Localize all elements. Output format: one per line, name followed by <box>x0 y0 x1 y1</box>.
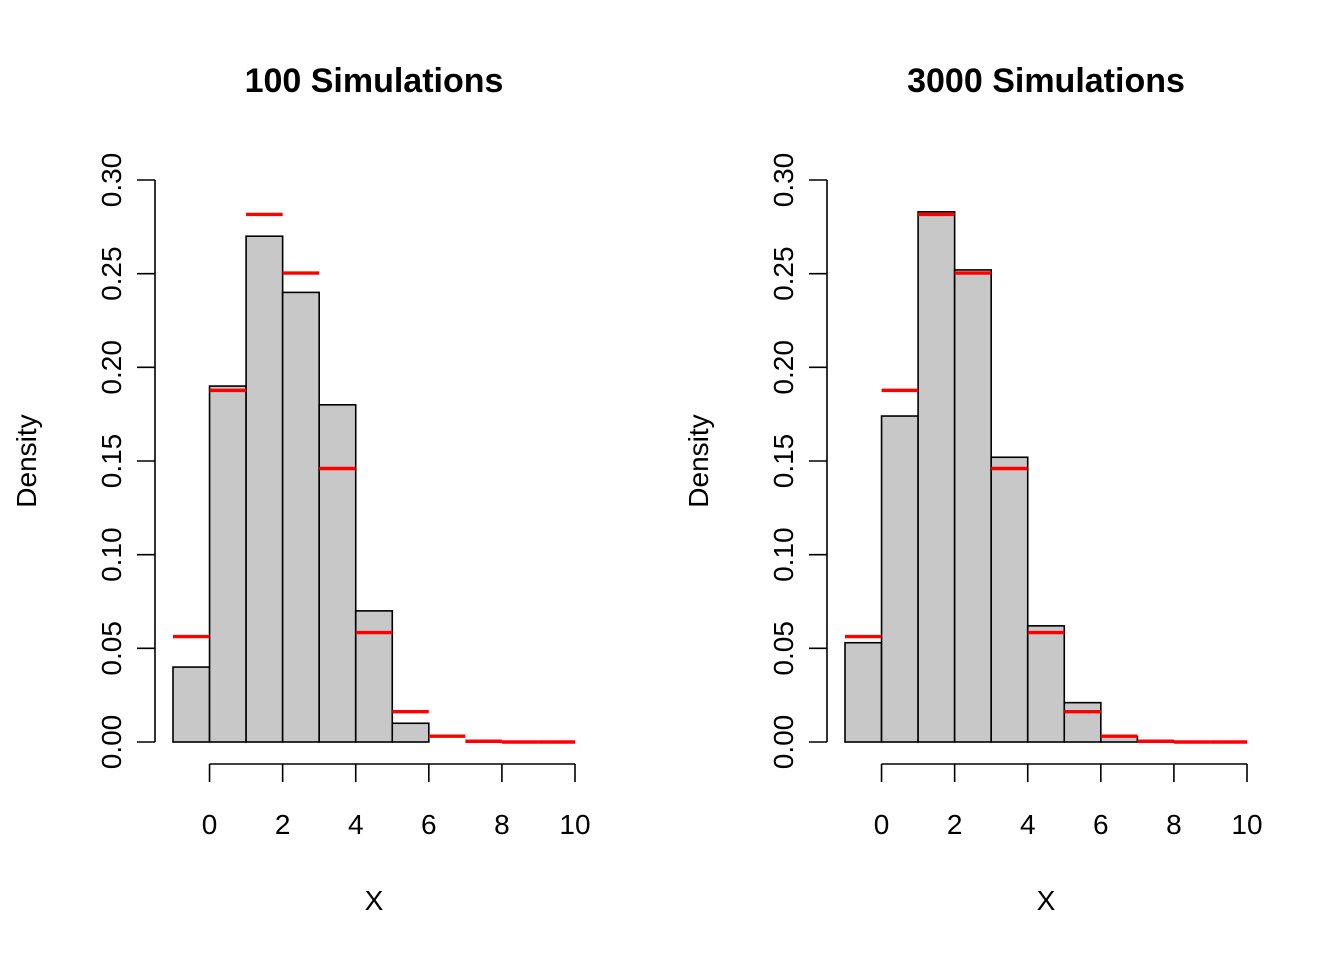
y-tick-label: 0.20 <box>96 340 127 395</box>
y-tick-label: 0.30 <box>768 153 799 208</box>
histogram-bar <box>1026 625 1066 743</box>
y-tick-label: 0.10 <box>768 527 799 582</box>
y-axis: 0.00 0.05 0.10 0.15 0.20 0.25 0.30 <box>768 153 828 770</box>
x-axis: 0 2 4 6 8 10 <box>202 763 591 840</box>
x-axis-label: X <box>1037 885 1056 916</box>
y-tick-label: 0.20 <box>768 340 799 395</box>
panel-100-simulations: 100 Simulations X Density 0.000.050.100.… <box>11 62 591 916</box>
x-tick-label: 4 <box>1020 809 1036 840</box>
x-tick-label: 10 <box>1231 809 1262 840</box>
y-tick-label: 0.25 <box>768 246 799 301</box>
y-tick-label: 0.00 <box>768 715 799 770</box>
histogram-bar <box>245 235 284 743</box>
chart-title: 100 Simulations <box>245 62 504 100</box>
x-axis-label: X <box>365 885 384 916</box>
y-tick-label: 0.10 <box>96 527 127 582</box>
histogram-bar <box>844 641 883 743</box>
x-tick-label: 6 <box>1093 809 1109 840</box>
histogram-bar <box>318 403 357 743</box>
histogram-bars <box>844 211 1175 743</box>
x-tick-label: 2 <box>947 809 963 840</box>
y-tick-label: 0.05 <box>96 621 127 676</box>
y-tick-label: 0.15 <box>768 434 799 489</box>
x-tick-label: 4 <box>348 809 364 840</box>
histogram-bar <box>1063 701 1102 743</box>
x-tick-label: 8 <box>494 809 510 840</box>
x-tick-label: 2 <box>275 809 291 840</box>
y-tick-label: 0.30 <box>96 153 127 208</box>
y-tick-label: 0.15 <box>96 434 127 489</box>
reference-density-lines <box>845 212 1247 744</box>
histogram-bar <box>208 385 247 743</box>
y-tick-label: 0.05 <box>768 621 799 676</box>
histogram-bars <box>172 235 430 743</box>
x-tick-label: 0 <box>874 809 890 840</box>
x-tick-label: 8 <box>1166 809 1182 840</box>
histogram-bar <box>990 456 1029 743</box>
chart-title: 3000 Simulations <box>907 62 1185 100</box>
x-tick-label: 10 <box>559 809 590 840</box>
y-axis-label: Density <box>11 414 42 507</box>
y-tick-label: 0.25 <box>96 246 127 301</box>
y-axis: 0.00 0.05 0.10 0.15 0.20 0.25 0.30 <box>96 153 156 770</box>
reference-density-lines <box>173 212 575 744</box>
panel-3000-simulations: 3000 Simulations X Density 0.000.050.100… <box>683 62 1263 916</box>
histogram-bar <box>953 269 992 743</box>
histogram-bar <box>391 722 430 743</box>
histogram-bar <box>172 666 211 743</box>
x-tick-label: 6 <box>421 809 437 840</box>
histogram-bar <box>281 291 320 743</box>
histogram-bar <box>917 211 956 743</box>
x-axis: 0 2 4 6 8 10 <box>874 763 1263 840</box>
histogram-bar <box>354 610 394 743</box>
x-tick-label: 0 <box>202 809 218 840</box>
y-tick-label: 0.00 <box>96 715 127 770</box>
histogram-bar <box>880 415 919 743</box>
y-axis-label: Density <box>683 414 714 507</box>
